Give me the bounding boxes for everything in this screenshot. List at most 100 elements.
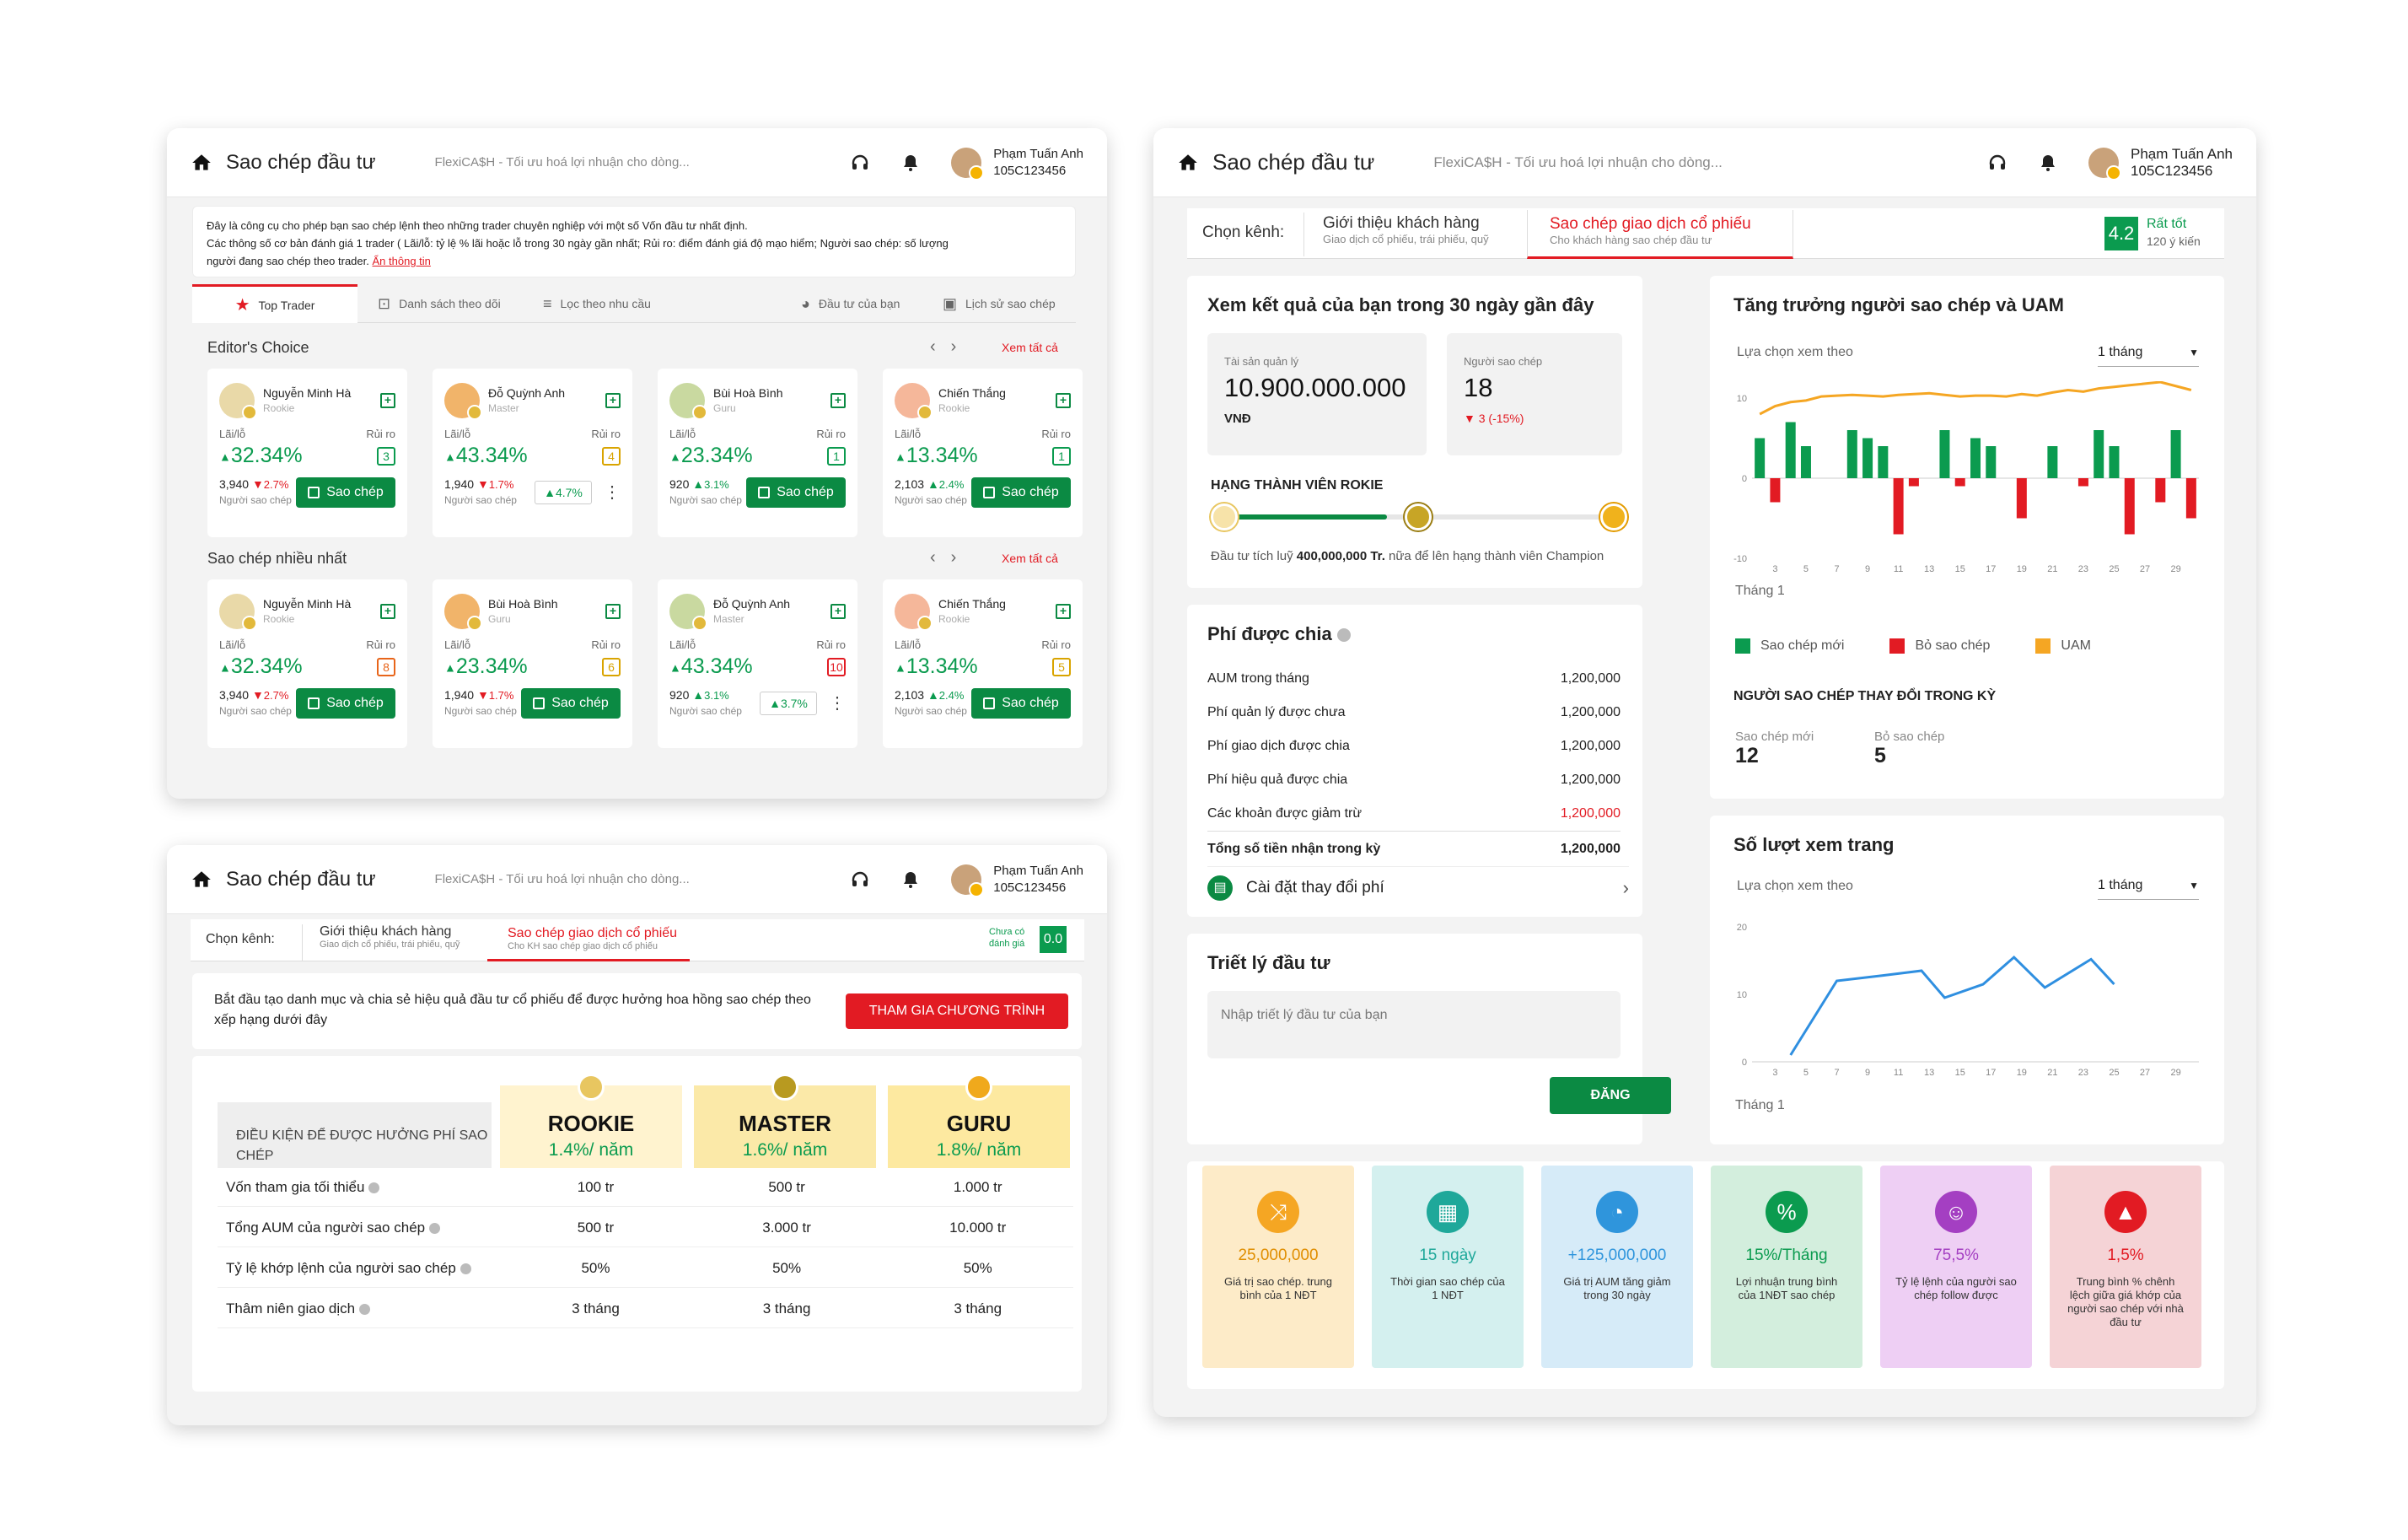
follow-toggle-icon[interactable]: +	[380, 604, 395, 619]
trader-name: Đỗ Quỳnh Anh	[713, 597, 791, 611]
follow-toggle-icon[interactable]: +	[830, 393, 846, 408]
home-icon[interactable]	[191, 152, 212, 174]
join-program-button[interactable]: THAM GIA CHƯƠNG TRÌNH	[846, 993, 1068, 1029]
user-avatar[interactable]	[951, 864, 985, 897]
copy-button[interactable]: Sao chép	[971, 687, 1071, 719]
user-avatar[interactable]	[2088, 147, 2122, 180]
pnl-value: ▲23.34%	[669, 444, 753, 467]
trader-card[interactable]: Bùi Hoà Bình Guru + Lãi/lỗ Rủi ro ▲23.34% 1…	[658, 369, 857, 537]
copy-button[interactable]: Sao chép	[296, 477, 395, 508]
pnl-label: Lãi/lỗ	[669, 428, 696, 440]
user-info[interactable]: Phạm Tuấn Anh 105C123456	[2131, 146, 2233, 180]
tab-copy-history[interactable]: ▣ Lịch sử sao chép	[943, 294, 1056, 312]
copy-button[interactable]: Sao chép	[971, 477, 1071, 508]
trader-card[interactable]: Chiến Thắng Rookie + Lãi/lỗ Rủi ro ▲13.34%…	[883, 369, 1083, 537]
more-icon[interactable]: ⋮	[829, 694, 846, 713]
bar-new-copy	[1785, 422, 1796, 478]
follow-toggle-icon[interactable]: +	[1056, 604, 1071, 619]
trader-card[interactable]: Đỗ Quỳnh Anh Master + Lãi/lỗ Rủi ro ▲43.34…	[433, 369, 632, 537]
see-all-link[interactable]: Xem tất cả	[1002, 552, 1058, 565]
trader-card[interactable]: Đỗ Quỳnh Anh Master + Lãi/lỗ Rủi ro ▲43.34…	[658, 579, 857, 748]
follow-toggle-icon[interactable]: +	[380, 393, 395, 408]
bar-unfollow	[2155, 478, 2166, 503]
tab-your-investment[interactable]: ◕ Đầu tư của bạn	[801, 294, 900, 312]
stat-card: ▦ 15 ngày Thời gian sao chép của 1 NĐT	[1372, 1166, 1524, 1368]
fee-settings-link[interactable]: ▤ Cài đặt thay đổi phí ›	[1207, 866, 1629, 908]
bar-new-copy	[1939, 430, 1950, 478]
home-icon[interactable]	[1177, 152, 1199, 174]
criteria-row: Vốn tham gia tối thiểu 100 tr 500 tr 1.000…	[218, 1168, 1073, 1207]
user-avatar[interactable]	[951, 147, 985, 180]
bar-unfollow	[2077, 478, 2088, 487]
follow-toggle-icon[interactable]: +	[605, 393, 621, 408]
up-arrow-icon: ▲	[895, 660, 906, 675]
copy-button[interactable]: Sao chép	[296, 687, 395, 719]
bell-icon[interactable]	[900, 870, 921, 890]
up-arrow-icon: ▲	[927, 688, 939, 702]
view-by-label: Lựa chọn xem theo	[1737, 345, 1853, 359]
legend-swatch	[2035, 638, 2051, 654]
trader-card[interactable]: Nguyễn Minh Hà Rookie + Lãi/lỗ Rủi ro ▲32.…	[207, 369, 407, 537]
master-badge-icon	[1405, 503, 1432, 530]
channel-tab-referral[interactable]: Giới thiệu khách hàng Giao dịch cổ phiếu…	[302, 924, 479, 961]
home-icon[interactable]	[191, 869, 212, 891]
up-arrow-icon: ▲	[895, 450, 906, 464]
x-tick-label: 25	[2109, 1068, 2119, 1078]
bar-unfollow	[1893, 478, 1904, 535]
x-tick-label: 19	[2017, 564, 2027, 574]
criteria-title: ĐIỀU KIỆN ĐỂ ĐƯỢC HƯỞNG PHÍ SAO CHÉP	[218, 1102, 492, 1168]
level-badge-icon	[771, 1074, 798, 1101]
x-tick-label: 3	[1772, 1068, 1777, 1078]
channel-tab-referral[interactable]: Giới thiệu khách hàng Giao dịch cổ phiếu…	[1303, 213, 1497, 256]
carousel-arrows[interactable]: ‹›	[930, 548, 972, 567]
info-icon[interactable]	[460, 1263, 471, 1274]
section-most-copied: Sao chép nhiều nhất	[207, 550, 347, 567]
copiers-label: Người sao chép	[444, 494, 517, 506]
criteria-value: 3 tháng	[762, 1300, 811, 1317]
trader-card[interactable]: Bùi Hoà Bình Guru + Lãi/lỗ Rủi ro ▲23.34% 6…	[433, 579, 632, 748]
period-select[interactable]: 1 tháng ▼	[2098, 338, 2199, 367]
more-icon[interactable]: ⋮	[604, 483, 621, 502]
x-tick-label: 25	[2109, 564, 2119, 574]
trader-card[interactable]: Chiến Thắng Rookie + Lãi/lỗ Rủi ro ▲13.34%…	[883, 579, 1083, 748]
x-tick-label: 17	[1986, 1068, 1996, 1078]
follow-toggle-icon[interactable]: +	[830, 604, 846, 619]
copy-button[interactable]: Sao chép	[521, 687, 621, 719]
criteria-value: 3.000 tr	[762, 1219, 811, 1236]
period-select[interactable]: 1 tháng ▼	[2098, 871, 2199, 900]
tab-filter[interactable]: ≡ Lọc theo nhu cầu	[543, 294, 651, 312]
level-badge-icon	[965, 1074, 992, 1101]
criteria-value: 1.000 tr	[953, 1178, 1002, 1195]
hide-info-link[interactable]: Ẩn thông tin	[372, 255, 431, 267]
info-icon[interactable]	[358, 1303, 370, 1315]
headset-icon[interactable]	[1987, 153, 2008, 173]
post-button[interactable]: ĐĂNG	[1550, 1077, 1671, 1114]
tab-watchlist[interactable]: ⊡ Danh sách theo dõi	[378, 294, 501, 312]
headset-icon[interactable]	[850, 870, 870, 890]
channel-tab-copy[interactable]: Sao chép giao dịch cổ phiếu Cho khách hà…	[1527, 210, 1793, 259]
follow-toggle-icon[interactable]: +	[605, 604, 621, 619]
see-all-link[interactable]: Xem tất cả	[1002, 341, 1058, 354]
trader-card[interactable]: Nguyễn Minh Hà Rookie + Lãi/lỗ Rủi ro ▲32.…	[207, 579, 407, 748]
user-info[interactable]: Phạm Tuấn Anh 105C123456	[993, 146, 1083, 180]
copier-count: 920 ▲3.1%	[669, 477, 729, 491]
bell-icon[interactable]	[900, 153, 921, 173]
app-slogan: FlexiCA$H - Tối ưu hoá lợi nhuận cho dòn…	[1433, 153, 1723, 170]
carousel-arrows[interactable]: ‹›	[930, 337, 972, 356]
trader-level: Master	[488, 402, 519, 414]
panel-dashboard: Sao chép đầu tư FlexiCA$H - Tối ưu hoá l…	[1153, 128, 2256, 1417]
copy-button[interactable]: Sao chép	[746, 477, 846, 508]
tab-top-trader[interactable]: ★ Top Trader	[192, 284, 357, 323]
info-icon[interactable]	[368, 1182, 380, 1193]
user-info[interactable]: Phạm Tuấn Anh 105C123456	[993, 863, 1083, 897]
info-icon[interactable]	[428, 1222, 440, 1234]
bell-icon[interactable]	[2038, 153, 2058, 173]
channel-tab-copy[interactable]: Sao chép giao dịch cổ phiếu Cho KH sao c…	[487, 921, 690, 961]
y-tick-label: 20	[1737, 923, 1747, 933]
follow-toggle-icon[interactable]: +	[1056, 393, 1071, 408]
headset-icon[interactable]	[850, 153, 870, 173]
philosophy-title: Triết lý đầu tư	[1207, 952, 1330, 973]
stat-desc: Lợi nhuận trung bình của 1NĐT sao chép	[1735, 1275, 1838, 1301]
info-icon[interactable]	[1336, 628, 1351, 643]
philosophy-input[interactable]: Nhập triết lý đầu tư của bạn	[1207, 991, 1621, 1058]
